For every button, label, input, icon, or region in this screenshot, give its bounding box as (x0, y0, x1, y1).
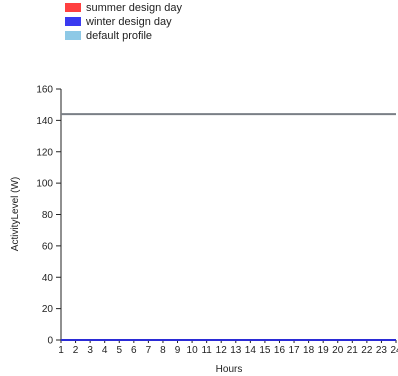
legend-label-1: winter design day (85, 16, 172, 28)
y-axis: 0 20 40 60 80 100 120 140 160 (36, 85, 62, 347)
x-tick-label-20: 21 (347, 345, 359, 356)
series-layer (61, 113, 396, 341)
y-tick-label-3: 60 (42, 241, 54, 252)
x-tick-label-14: 15 (259, 345, 271, 356)
y-axis-title: ActivityLevel (W) (10, 177, 21, 251)
x-axis: 123456789101112131415161718192021222324 (58, 339, 398, 356)
y-tick-label-5: 100 (36, 179, 53, 190)
x-tick-label-13: 14 (245, 345, 257, 356)
x-tick-label-11: 12 (216, 345, 228, 356)
x-tick-label-17: 18 (303, 345, 315, 356)
x-tick-label-21: 22 (361, 345, 373, 356)
x-tick-label-7: 8 (160, 345, 166, 356)
legend-label-0: summer design day (86, 2, 182, 14)
x-tick-label-3: 4 (102, 345, 108, 356)
y-tick-label-0: 0 (47, 336, 53, 347)
y-tick-label-1: 20 (42, 304, 54, 315)
x-tick-label-9: 10 (187, 345, 199, 356)
y-tick-label-4: 80 (42, 210, 54, 221)
x-tick-label-23: 24 (390, 345, 398, 356)
x-tick-label-15: 16 (274, 345, 286, 356)
legend-swatch-2 (65, 31, 81, 40)
x-tick-label-12: 13 (230, 345, 242, 356)
x-tick-label-0: 1 (58, 345, 64, 356)
legend: summer design day winter design day defaul… (65, 2, 182, 42)
x-tick-label-1: 2 (73, 345, 79, 356)
y-tick-label-8: 160 (36, 85, 53, 96)
x-tick-label-10: 11 (201, 345, 212, 356)
x-tick-label-5: 6 (131, 345, 137, 356)
x-tick-label-16: 17 (288, 345, 300, 356)
x-tick-label-6: 7 (146, 345, 152, 356)
x-tick-label-19: 20 (332, 345, 344, 356)
legend-swatch-0 (65, 3, 81, 12)
x-tick-label-2: 3 (87, 345, 93, 356)
x-axis-title: Hours (216, 364, 243, 375)
x-tick-label-4: 5 (116, 345, 122, 356)
y-tick-label-7: 140 (36, 116, 53, 127)
x-tick-label-18: 19 (318, 345, 330, 356)
y-tick-label-2: 40 (42, 273, 54, 284)
y-tick-label-6: 120 (36, 147, 53, 158)
x-tick-label-8: 9 (175, 345, 181, 356)
x-tick-label-22: 23 (376, 345, 388, 356)
legend-swatch-1 (65, 17, 81, 26)
legend-label-2: default profile (86, 30, 152, 42)
